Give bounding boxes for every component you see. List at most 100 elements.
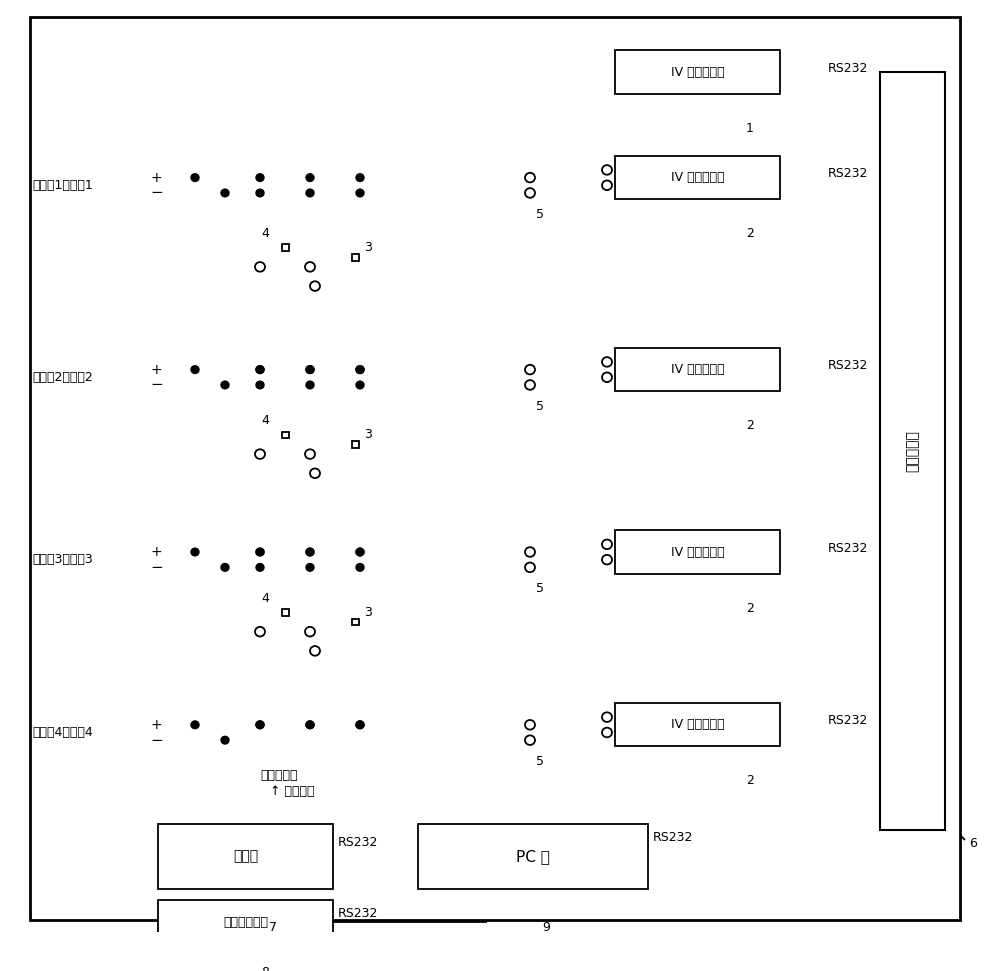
- Text: −: −: [150, 378, 163, 392]
- Text: 4: 4: [261, 414, 269, 427]
- Circle shape: [191, 366, 199, 374]
- Circle shape: [221, 563, 229, 571]
- Circle shape: [525, 720, 535, 729]
- Circle shape: [306, 174, 314, 182]
- Circle shape: [602, 727, 612, 737]
- Text: PC 机: PC 机: [516, 849, 550, 864]
- Text: 3: 3: [364, 241, 372, 254]
- Text: 2: 2: [746, 775, 754, 787]
- Circle shape: [356, 549, 364, 555]
- Text: 控刽板: 控刽板: [233, 850, 258, 863]
- Text: RS232: RS232: [828, 542, 868, 554]
- Text: RS232: RS232: [828, 715, 868, 727]
- Circle shape: [255, 450, 265, 459]
- Text: 5: 5: [536, 582, 544, 595]
- Circle shape: [310, 468, 320, 478]
- Bar: [418, 823, 648, 889]
- Circle shape: [525, 188, 535, 198]
- Circle shape: [356, 382, 364, 388]
- Text: 接组件2或组串2: 接组件2或组串2: [32, 371, 93, 384]
- Text: 接组件4或组串4: 接组件4或组串4: [32, 726, 93, 739]
- Circle shape: [191, 549, 199, 555]
- Circle shape: [306, 549, 314, 555]
- Text: RS232: RS232: [828, 359, 868, 372]
- Bar: [282, 245, 288, 251]
- Circle shape: [356, 720, 364, 728]
- Circle shape: [602, 181, 612, 190]
- Circle shape: [306, 563, 314, 571]
- Circle shape: [191, 174, 199, 182]
- Text: 4: 4: [261, 591, 269, 605]
- Circle shape: [305, 450, 315, 459]
- Bar: [615, 348, 780, 391]
- Circle shape: [525, 562, 535, 572]
- Circle shape: [602, 713, 612, 721]
- Circle shape: [356, 366, 364, 374]
- Text: 接口转换板: 接口转换板: [906, 430, 920, 472]
- Bar: [615, 156, 780, 199]
- Text: IV 曲线测试板: IV 曲线测试板: [671, 363, 724, 376]
- Text: +: +: [150, 362, 162, 377]
- Circle shape: [356, 563, 364, 571]
- Circle shape: [256, 366, 264, 374]
- Text: 7: 7: [269, 921, 277, 934]
- Circle shape: [306, 549, 314, 555]
- Text: +: +: [150, 171, 162, 184]
- Text: 9: 9: [542, 921, 550, 934]
- Bar: [158, 900, 333, 944]
- Text: RS232: RS232: [338, 836, 378, 850]
- Bar: [352, 254, 358, 260]
- Circle shape: [310, 282, 320, 291]
- Circle shape: [602, 554, 612, 564]
- Circle shape: [525, 548, 535, 556]
- Circle shape: [256, 366, 264, 374]
- Bar: [158, 823, 333, 889]
- Circle shape: [306, 382, 314, 388]
- Circle shape: [525, 381, 535, 389]
- Text: −: −: [150, 185, 163, 200]
- Circle shape: [602, 373, 612, 382]
- Text: ↑ 控刽信号: ↑ 控刽信号: [270, 785, 314, 797]
- Bar: [352, 441, 358, 448]
- Circle shape: [191, 720, 199, 728]
- Bar: [282, 431, 288, 438]
- Circle shape: [356, 549, 364, 555]
- Text: IV 曲线测试板: IV 曲线测试板: [671, 546, 724, 558]
- Circle shape: [221, 382, 229, 388]
- Circle shape: [602, 165, 612, 175]
- Bar: [615, 530, 780, 574]
- Circle shape: [221, 736, 229, 744]
- Circle shape: [356, 366, 364, 374]
- Text: 控刽继电器: 控刽继电器: [260, 769, 298, 783]
- Text: RS232: RS232: [828, 167, 868, 181]
- Text: −: −: [150, 733, 163, 748]
- Circle shape: [525, 173, 535, 183]
- Text: 8: 8: [261, 966, 269, 971]
- Circle shape: [602, 540, 612, 550]
- Text: 6: 6: [969, 837, 977, 851]
- Text: 1: 1: [746, 121, 754, 135]
- Text: IV 曲线测试板: IV 曲线测试板: [671, 171, 724, 184]
- Text: 5: 5: [536, 754, 544, 768]
- Circle shape: [525, 735, 535, 745]
- Text: 2: 2: [746, 602, 754, 615]
- Text: +: +: [150, 718, 162, 732]
- Circle shape: [221, 189, 229, 197]
- Text: 2: 2: [746, 227, 754, 240]
- Circle shape: [305, 262, 315, 272]
- Text: 3: 3: [364, 428, 372, 442]
- Text: 5: 5: [536, 400, 544, 413]
- Circle shape: [256, 549, 264, 555]
- Circle shape: [256, 174, 264, 182]
- Text: 接组件3或组串3: 接组件3或组串3: [32, 553, 93, 566]
- Circle shape: [255, 627, 265, 636]
- Circle shape: [256, 549, 264, 555]
- Bar: [282, 609, 288, 616]
- Text: +: +: [150, 545, 162, 559]
- Bar: [880, 72, 945, 830]
- Text: RS232: RS232: [653, 830, 693, 844]
- Circle shape: [305, 627, 315, 636]
- Circle shape: [356, 174, 364, 182]
- Circle shape: [306, 189, 314, 197]
- Circle shape: [306, 366, 314, 374]
